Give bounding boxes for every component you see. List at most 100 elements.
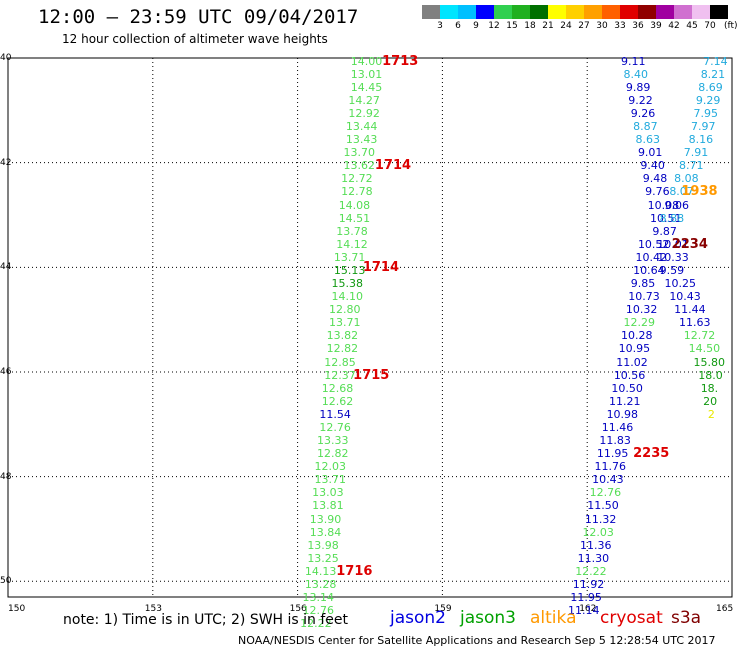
- scale-tick-label: 15: [506, 21, 518, 31]
- wave-height-value: 12.82: [326, 342, 359, 356]
- wave-height-value: 11.83: [599, 434, 631, 447]
- x-tick-label: 156: [289, 604, 307, 614]
- footer-credit: NOAA/NESDIS Center for Satellite Applica…: [238, 634, 716, 647]
- wave-height-value: 11.32: [584, 512, 617, 526]
- scale-swatch: [548, 5, 566, 19]
- wave-height-value: 20: [703, 394, 718, 408]
- wave-height-value: 14.12: [336, 237, 368, 251]
- wave-height-value: 11.21: [608, 394, 641, 408]
- wave-height-value: 11.36: [580, 538, 612, 552]
- wave-height-value: 13.71: [329, 316, 361, 330]
- wave-height-value: 10.52: [637, 237, 670, 251]
- wave-height-value: 14.13: [304, 564, 337, 578]
- wave-height-value: 9.76: [645, 185, 670, 199]
- scale-tick-label: 45: [686, 21, 698, 31]
- wave-height-value: 12.62: [321, 394, 354, 408]
- wave-height-value: 12.76: [319, 420, 351, 434]
- wave-height-value: 10.56: [613, 368, 646, 382]
- wave-height-value: 14.00: [350, 54, 383, 68]
- wave-height-value: 12.78: [341, 185, 373, 199]
- wave-height-value: 8.40: [623, 67, 648, 81]
- wave-height-value: 7.14: [703, 54, 728, 68]
- wave-height-value: 18.: [700, 381, 719, 395]
- units-note: note: 1) Time is in UTC; 2) SWH is in fe…: [63, 612, 349, 628]
- y-tick-label: 42: [0, 157, 12, 168]
- y-tick-label: 46: [0, 366, 12, 377]
- wave-height-value: 9.85: [630, 277, 656, 291]
- scale-tick-label: 21: [542, 21, 554, 31]
- x-tick-label: 150: [8, 604, 26, 614]
- wave-height-value: 13.62: [343, 159, 376, 173]
- wave-height-value: 10.43: [669, 290, 701, 304]
- wave-height-value: 9.48: [642, 172, 668, 186]
- x-tick-label: 159: [434, 604, 452, 614]
- wave-height-value: 13.44: [345, 120, 378, 134]
- wave-height-value: 13.70: [343, 146, 376, 160]
- satellite-legend-item: jason3: [460, 608, 516, 628]
- wave-height-value: 12.76: [589, 486, 622, 500]
- wave-height-value: 11.92: [572, 577, 605, 591]
- map-subtitle: 12 hour collection of altimeter wave hei…: [62, 32, 328, 46]
- wave-height-value: 13.84: [309, 525, 342, 539]
- scale-tick-label: 33: [614, 21, 626, 31]
- wave-height-value: 12.03: [582, 525, 614, 539]
- wave-height-value: 8.16: [688, 133, 714, 147]
- wave-height-value: 12.68: [321, 381, 354, 395]
- scale-tick-label: 24: [560, 21, 572, 31]
- wave-height-value: 13.01: [350, 67, 383, 81]
- wave-height-value: 9.26: [630, 106, 656, 120]
- scale-swatch: [476, 5, 494, 19]
- wave-height-value: 11.50: [587, 499, 619, 513]
- wave-height-value: 11.63: [678, 316, 711, 330]
- wave-height-value: 10.01: [657, 237, 689, 251]
- wave-height-value: 12.37: [324, 368, 356, 382]
- wave-height-value: 14.45: [350, 80, 383, 94]
- scale-tick-label: 70: [704, 21, 716, 31]
- scale-swatch: [602, 5, 620, 19]
- scale-tick-label: 9: [473, 21, 479, 31]
- pass-time-label: 2234: [671, 236, 708, 252]
- wave-height-value: 8.08: [674, 172, 699, 186]
- wave-height-value: 8.71: [678, 159, 704, 173]
- wave-height-value: 10.95: [618, 342, 651, 356]
- scale-swatch: [674, 5, 692, 19]
- wave-height-value: 8.88: [659, 211, 685, 225]
- wave-height-value: 14.10: [331, 290, 363, 304]
- scale-swatch: [440, 5, 458, 19]
- wave-height-value: 9.29: [695, 93, 721, 107]
- wave-height-value: 8.07: [669, 185, 694, 199]
- wave-height-value: 14.50: [688, 342, 721, 356]
- x-tick-label: 165: [716, 604, 734, 614]
- satellite-legend-item: jason2: [390, 608, 446, 628]
- wave-height-value: 13.33: [316, 434, 349, 447]
- wave-height-value: 10.33: [657, 250, 689, 264]
- wave-height-value: 10.28: [621, 329, 653, 343]
- wave-height-value: 9.06: [664, 198, 689, 212]
- pass-time-label: 1714: [362, 260, 399, 276]
- wave-height-value: 11.76: [594, 460, 627, 474]
- wave-height-value: 11.95: [596, 447, 629, 461]
- scale-tick-label: 18: [524, 21, 536, 31]
- wave-height-value: 9.11: [621, 54, 646, 68]
- wave-height-value: 7.97: [691, 120, 716, 134]
- wave-height-value: 10.73: [628, 290, 660, 304]
- wave-height-value: 13.25: [307, 551, 339, 565]
- scale-tick-label: 42: [668, 21, 680, 31]
- wave-height-value: 13.71: [333, 250, 366, 264]
- wave-height-value: 9.59: [659, 263, 685, 277]
- satellite-legend-item: altika: [530, 608, 577, 628]
- wave-height-value: 2: [707, 407, 715, 421]
- wave-height-value: 12.22: [575, 564, 607, 578]
- wave-height-value: 15.38: [331, 277, 363, 291]
- wave-height-value: 14.27: [348, 93, 380, 107]
- wave-height-value: 10.42: [635, 250, 668, 264]
- wave-height-value: 13.78: [336, 224, 368, 238]
- wave-height-value: 10.50: [611, 381, 643, 395]
- scale-tick-label: 30: [596, 21, 608, 31]
- wave-height-value: 13.82: [326, 329, 359, 343]
- pass-time-label: 1716: [336, 563, 373, 579]
- wave-height-value: 11.02: [616, 355, 648, 369]
- wave-height-value: 10.98: [606, 407, 639, 421]
- wave-height-value: 12.72: [341, 172, 373, 186]
- scale-swatch: [512, 5, 530, 19]
